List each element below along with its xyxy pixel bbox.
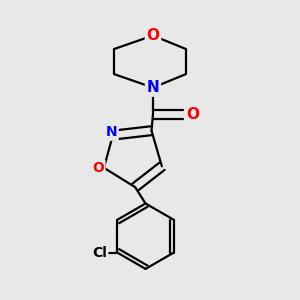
Text: N: N (106, 125, 117, 139)
Text: O: O (187, 107, 200, 122)
Text: N: N (147, 80, 159, 95)
Text: O: O (146, 28, 160, 43)
Text: Cl: Cl (92, 245, 107, 260)
Text: O: O (92, 161, 104, 175)
